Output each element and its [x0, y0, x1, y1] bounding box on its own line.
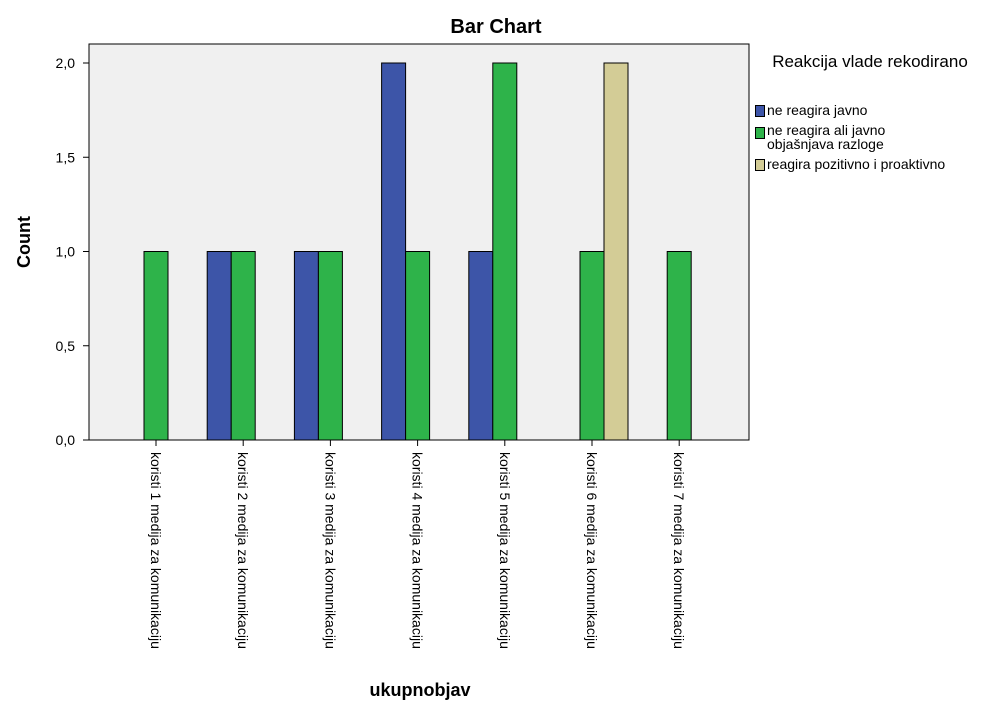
y-tick-label: 0,5	[56, 338, 76, 354]
y-tick-label: 2,0	[56, 55, 76, 71]
x-tick-label: koristi 4 medija za komunikaciju	[410, 452, 426, 649]
legend-item: reagira pozitivno i proaktivno	[755, 157, 995, 171]
x-axis: koristi 1 medija za komunikaciju koristi …	[148, 440, 687, 649]
legend-title: Reakcija vlade rekodirano	[772, 52, 968, 71]
bar	[143, 251, 169, 441]
x-tick-label: koristi 2 medija za komunikaciju	[235, 452, 251, 649]
bar	[293, 251, 319, 441]
chart-title: Bar Chart	[450, 16, 541, 38]
bar	[381, 62, 407, 441]
bars	[143, 62, 692, 441]
legend-item: ne reagira ali javno objašnjava razloge	[755, 123, 995, 151]
bar	[468, 251, 494, 441]
x-tick-label: koristi 3 medija za komunikaciju	[322, 452, 338, 649]
x-tick-label: koristi 6 medija za komunikaciju	[584, 452, 600, 649]
y-tick-label: 0,0	[56, 432, 76, 448]
legend-label: reagira pozitivno i proaktivno	[767, 156, 946, 172]
legend-label: ne reagira ali javno objašnjava razloge	[767, 122, 886, 152]
x-tick-label: koristi 1 medija za komunikaciju	[148, 452, 164, 649]
bar	[666, 251, 692, 441]
y-axis-label: Count	[14, 216, 34, 268]
bar	[579, 251, 605, 441]
legend-swatch	[755, 105, 765, 117]
x-axis-label: ukupnobjav	[369, 680, 470, 700]
legend-item: ne reagira javno	[755, 103, 995, 117]
legend-label: ne reagira javno	[767, 102, 868, 118]
legend-swatch	[755, 127, 765, 139]
y-tick-label: 1,5	[56, 149, 76, 165]
bar	[317, 251, 343, 441]
legend: ne reagira javno ne reagira ali javno obj…	[755, 103, 995, 171]
bar	[230, 251, 256, 441]
y-axis: 0,0 0,5 1,0 1,5 2,0	[56, 55, 89, 448]
bar	[206, 251, 232, 441]
y-tick-label: 1,0	[56, 244, 76, 260]
x-tick-label: koristi 5 medija za komunikaciju	[497, 452, 513, 649]
bar	[492, 62, 518, 441]
legend-swatch	[755, 159, 765, 171]
x-tick-label: koristi 7 medija za komunikaciju	[671, 452, 687, 649]
bar	[603, 62, 629, 441]
bar	[405, 251, 431, 441]
